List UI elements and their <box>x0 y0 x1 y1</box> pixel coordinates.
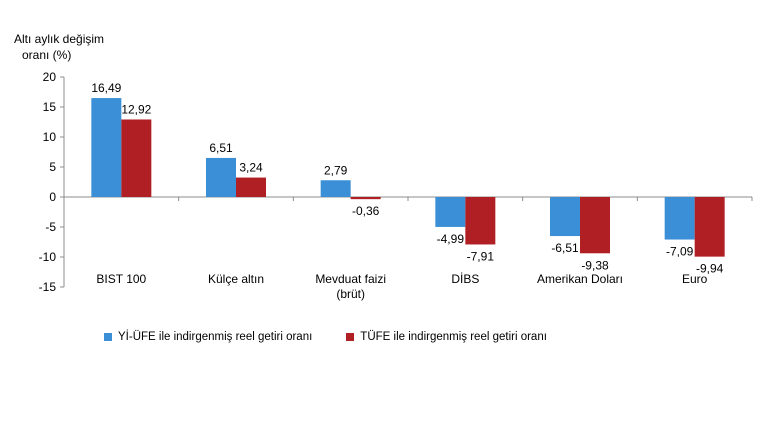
y-axis-title: Altı aylık değişim oranı (%) <box>14 31 104 63</box>
legend-swatch-series-1 <box>104 333 112 341</box>
y-tick-label: -15 <box>39 280 57 294</box>
y-tick-label: -10 <box>39 250 57 264</box>
bar-series-1 <box>550 197 580 237</box>
y-axis-title-line1: Altı aylık değişim <box>14 32 105 46</box>
y-tick-label: -5 <box>45 220 56 234</box>
bar-series-1 <box>435 197 466 227</box>
bar-series-1 <box>664 197 695 240</box>
data-label: -4,99 <box>437 232 465 246</box>
data-label: -9,94 <box>696 262 724 276</box>
bar-series-1 <box>206 157 236 197</box>
bar-series-2 <box>236 177 266 197</box>
data-label: -7,91 <box>467 249 495 263</box>
data-label: -6,51 <box>551 241 579 255</box>
x-tick-label: Külçe altın <box>208 272 264 286</box>
x-tick-label: BIST 100 <box>96 272 146 286</box>
y-tick-label: 10 <box>43 130 57 144</box>
legend-label-series-2: TÜFE ile indirgenmiş reel getiri oranı <box>360 331 547 343</box>
x-tick-label: Mevduat faizi <box>315 272 386 286</box>
data-label: 16,49 <box>91 81 121 95</box>
data-label: -9,38 <box>581 258 609 272</box>
legend-item-series-1: Yİ-ÜFE ile indirgenmiş reel getiri oranı <box>104 331 312 343</box>
data-label: 2,79 <box>324 163 348 177</box>
legend-swatch-series-2 <box>346 333 355 341</box>
y-tick-label: 15 <box>43 100 57 114</box>
x-tick-label: Amerikan Doları <box>537 272 623 286</box>
data-label: 3,24 <box>239 161 263 175</box>
bar-series-2 <box>350 197 381 200</box>
data-label: 6,51 <box>209 141 233 155</box>
x-tick-label: Euro <box>682 272 708 286</box>
data-label: -7,09 <box>666 245 694 259</box>
bar-series-2 <box>465 197 496 245</box>
y-tick-label: 0 <box>49 190 56 204</box>
bar-series-2 <box>580 197 610 254</box>
legend-label-series-1: Yİ-ÜFE ile indirgenmiş reel getiri oranı <box>118 331 313 343</box>
data-label: -0,36 <box>352 204 380 218</box>
data-label: 12,92 <box>121 102 151 116</box>
y-axis-title-line2: oranı (%) <box>22 48 72 62</box>
x-tick-label: DİBS <box>451 272 479 286</box>
chart-legend: Yİ-ÜFE ile indirgenmiş reel getiri oranı… <box>104 331 547 343</box>
x-tick-label: (brüt) <box>336 287 365 301</box>
bar-series-1 <box>91 98 122 197</box>
bar-series-2 <box>121 119 152 197</box>
y-tick-label: 5 <box>49 160 56 174</box>
bar-series-2 <box>694 197 725 257</box>
y-tick-label: 20 <box>43 70 57 84</box>
legend-item-series-2: TÜFE ile indirgenmiş reel getiri oranı <box>346 331 547 343</box>
bar-series-1 <box>320 180 351 197</box>
